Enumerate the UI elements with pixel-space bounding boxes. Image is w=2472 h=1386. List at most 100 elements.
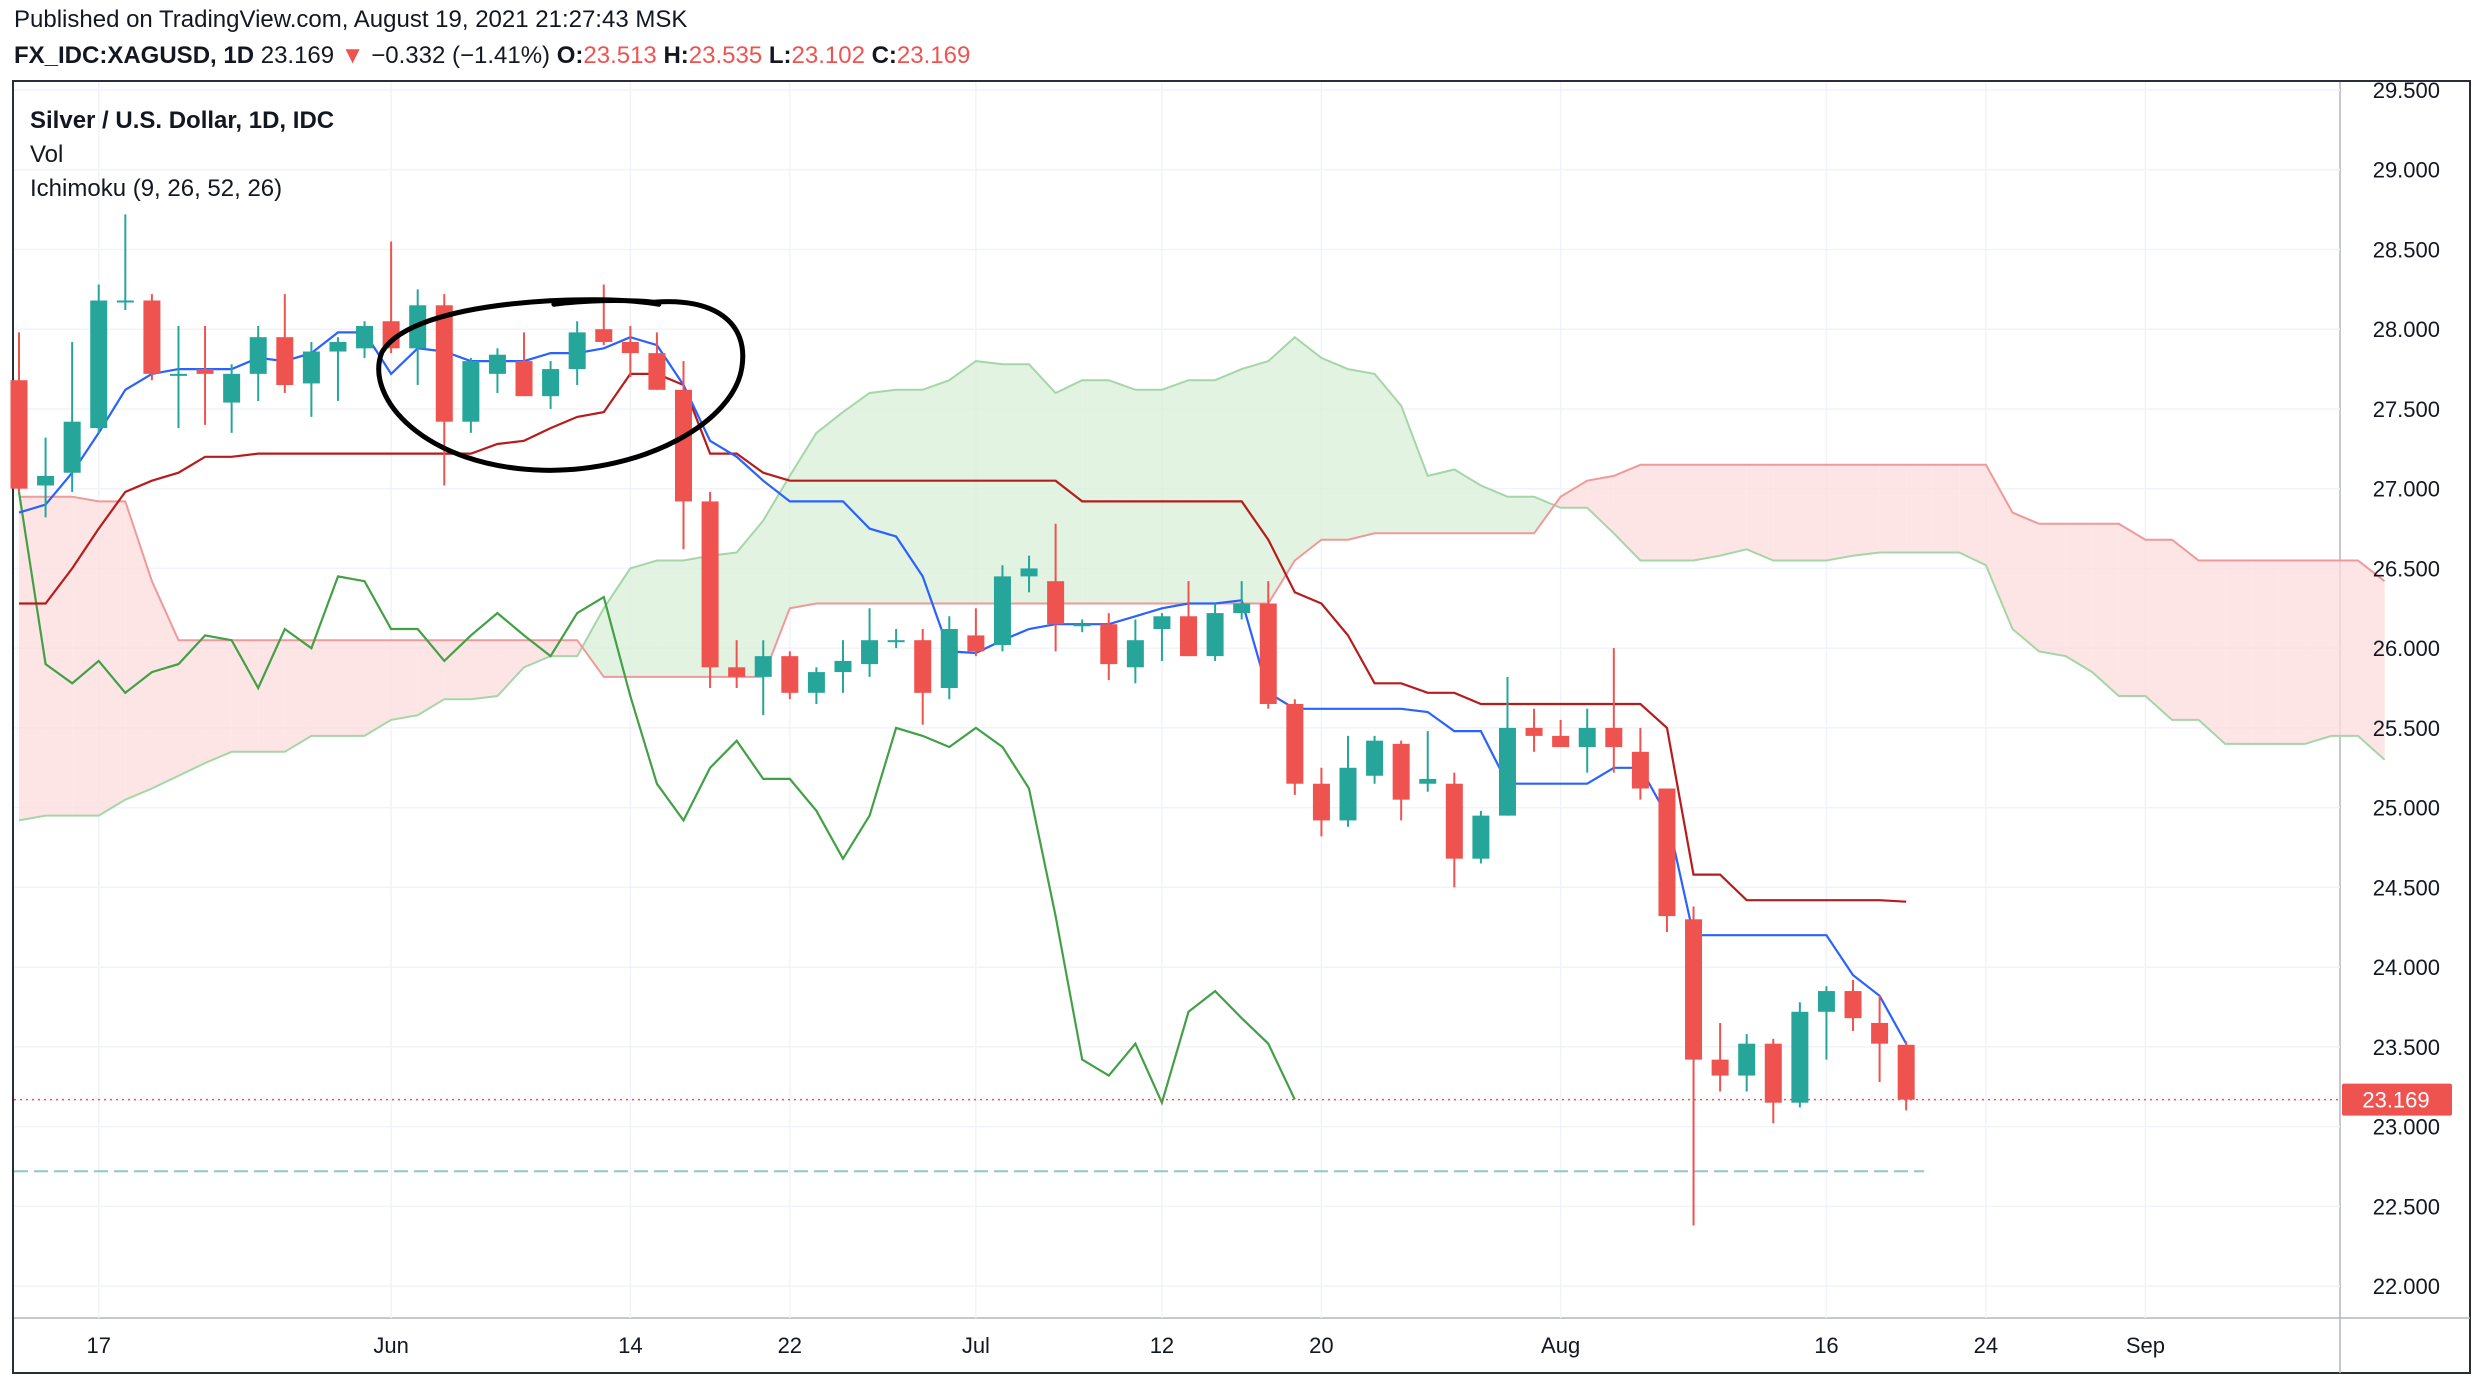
cloud-segment	[2012, 512, 2040, 652]
cloud-segment	[1401, 405, 1428, 534]
cloud-segment	[2331, 560, 2359, 736]
cloud-segment	[842, 392, 870, 604]
candle-body	[542, 369, 560, 397]
cloud-segment	[1853, 464, 1880, 556]
cloud-segment	[2278, 560, 2305, 744]
candle-body	[1685, 919, 1703, 1060]
cloud-segment	[2171, 539, 2199, 720]
last-price: 23.169	[260, 42, 335, 69]
cloud-segment	[1799, 464, 1827, 561]
candle-body	[1631, 751, 1649, 789]
candle-body	[1738, 1043, 1756, 1076]
candle-body	[1578, 727, 1596, 748]
candle-body	[701, 501, 719, 668]
candle-body	[754, 656, 772, 677]
symbol-name: FX_IDC:XAGUSD, 1D	[14, 42, 255, 69]
candle-body	[1339, 767, 1357, 821]
cloud-segment	[1082, 380, 1109, 604]
candle-body	[1472, 815, 1490, 859]
cloud-segment	[391, 640, 418, 720]
candle-body	[10, 380, 28, 489]
cloud-segment	[1427, 469, 1455, 534]
candle-body	[1153, 616, 1171, 630]
annotation	[376, 297, 746, 473]
cloud-segment	[1666, 464, 1694, 561]
cloud-segment	[1161, 380, 1189, 604]
time-axis[interactable]: 17 Jun 14 22 Jul 12 20 Aug 16 24 Sep	[86, 1333, 2164, 1358]
price-tick-label: 23.000	[2373, 1115, 2440, 1140]
cloud-segment	[1534, 496, 1555, 534]
candle-body	[382, 321, 400, 349]
candle-body	[1286, 703, 1304, 784]
cloud-segment	[98, 501, 126, 816]
cloud-segment	[2358, 560, 2385, 760]
cloud-segment	[630, 560, 657, 677]
cloud-segment	[72, 496, 99, 816]
candle-body	[621, 341, 639, 354]
lagging-span	[17, 491, 1296, 1106]
hand-drawn-circle	[376, 297, 746, 473]
candle-body	[276, 337, 294, 386]
published-line: Published on TradingView.com, August 19,…	[14, 6, 687, 34]
price-tick-label: 26.500	[2373, 556, 2440, 581]
cloud-segment	[2118, 523, 2146, 697]
time-tick-label: Jun	[373, 1333, 408, 1358]
down-arrow-icon: ▼	[340, 42, 365, 69]
price-tick-label: 25.500	[2373, 716, 2440, 741]
legend-ichimoku: Ichimoku (9, 26, 52, 26)	[30, 175, 282, 202]
candle-body	[1445, 783, 1463, 859]
price-axis[interactable]: 22.000 22.500 23.000 23.500 24.000 24.500 25.0…	[2342, 78, 2452, 1299]
candle-body	[1180, 616, 1198, 657]
ichimoku-lines	[14, 331, 2340, 1173]
cloud-segment	[417, 640, 445, 716]
candle-body	[329, 341, 347, 352]
leading-span-a	[18, 335, 2386, 822]
close-label: C:	[871, 42, 897, 69]
candle-body	[37, 475, 55, 486]
candle-body	[1711, 1059, 1729, 1076]
cloud-segment	[656, 560, 684, 677]
candle-body	[435, 305, 453, 422]
candle-body	[728, 667, 746, 677]
candle-body	[1126, 640, 1144, 668]
time-tick-label: 20	[1309, 1333, 1333, 1358]
price-tick-label: 22.000	[2373, 1274, 2440, 1299]
time-tick-label: 16	[1814, 1333, 1838, 1358]
time-tick-label: Jul	[962, 1333, 990, 1358]
cloud-segment	[524, 640, 551, 668]
candle-body	[169, 373, 187, 376]
price-tick-label: 26.000	[2373, 636, 2440, 661]
cloud-segment	[1348, 369, 1375, 540]
candle-body	[940, 629, 958, 689]
base-line	[19, 372, 1907, 903]
cloud-segment	[2039, 523, 2066, 657]
candle-body	[1312, 783, 1330, 821]
candle-body	[143, 300, 161, 374]
cloud-segment	[178, 640, 206, 776]
cloud-segment	[1985, 464, 2013, 630]
cloud-segment	[1826, 464, 1854, 561]
cloud-segment	[922, 380, 950, 604]
cloud-segment	[1587, 475, 1614, 534]
candle-body	[1897, 1044, 1915, 1100]
price-tick-label: 24.500	[2373, 875, 2440, 900]
cloud-segment	[1693, 464, 1721, 561]
cloud-segment	[1241, 361, 1269, 604]
candle-body	[1233, 603, 1251, 614]
cloud-segment	[125, 501, 152, 800]
candle-body	[1073, 624, 1091, 627]
price-tick-label: 25.000	[2373, 796, 2440, 821]
candle-body	[249, 337, 267, 374]
high-value: 23.535	[688, 42, 763, 69]
cloud-segment	[364, 640, 392, 736]
cloud-segment	[1879, 464, 1907, 553]
candle-body	[675, 389, 692, 502]
candle-body	[648, 353, 666, 390]
candle-body	[462, 361, 480, 422]
cloud-segment	[789, 432, 817, 609]
candles	[10, 214, 1915, 1226]
cloud-segment	[258, 640, 285, 752]
price-tick-label: 28.500	[2373, 237, 2440, 262]
cloud-segment	[205, 640, 232, 763]
